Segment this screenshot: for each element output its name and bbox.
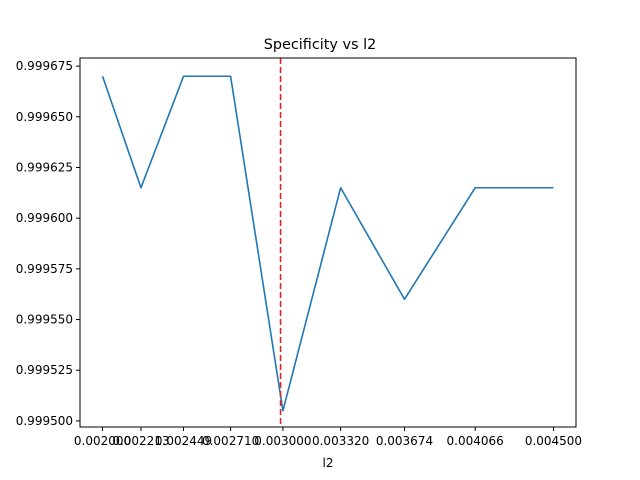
y-axis: 0.999500 0.999525 0.999550 0.999575 0.999600…	[16, 59, 80, 428]
series-layer	[101, 75, 554, 412]
plot-frame	[79, 57, 577, 428]
series-line	[101, 75, 554, 412]
x-axis: 0.0020000.0022130.0024490.0027100.003000…	[74, 427, 582, 448]
x-axis-label: l2	[323, 456, 334, 470]
y-tick-label: 0.999575	[16, 262, 73, 276]
chart-title: Specificity vs l2	[264, 37, 376, 53]
x-tick-label: 0.004500	[525, 434, 582, 448]
y-tick-label: 0.999550	[16, 313, 73, 327]
y-tick-label: 0.999525	[16, 363, 73, 377]
x-tick-label: 0.002213	[112, 434, 169, 448]
y-tick-label: 0.999600	[16, 211, 73, 225]
y-tick-label: 0.999675	[16, 59, 73, 73]
x-tick-label: 0.003320	[312, 434, 369, 448]
x-tick-label: 0.004066	[447, 434, 504, 448]
x-tick-label: 0.002710	[202, 434, 259, 448]
x-tick-label: 0.002000	[74, 434, 131, 448]
x-tick-label: 0.002449	[155, 434, 212, 448]
y-tick-label: 0.999625	[16, 160, 73, 174]
y-tick-label: 0.999500	[16, 414, 73, 428]
y-tick-label: 0.999650	[16, 110, 73, 124]
x-tick-label: 0.003674	[376, 434, 433, 448]
x-tick-label: 0.003000	[254, 434, 311, 448]
